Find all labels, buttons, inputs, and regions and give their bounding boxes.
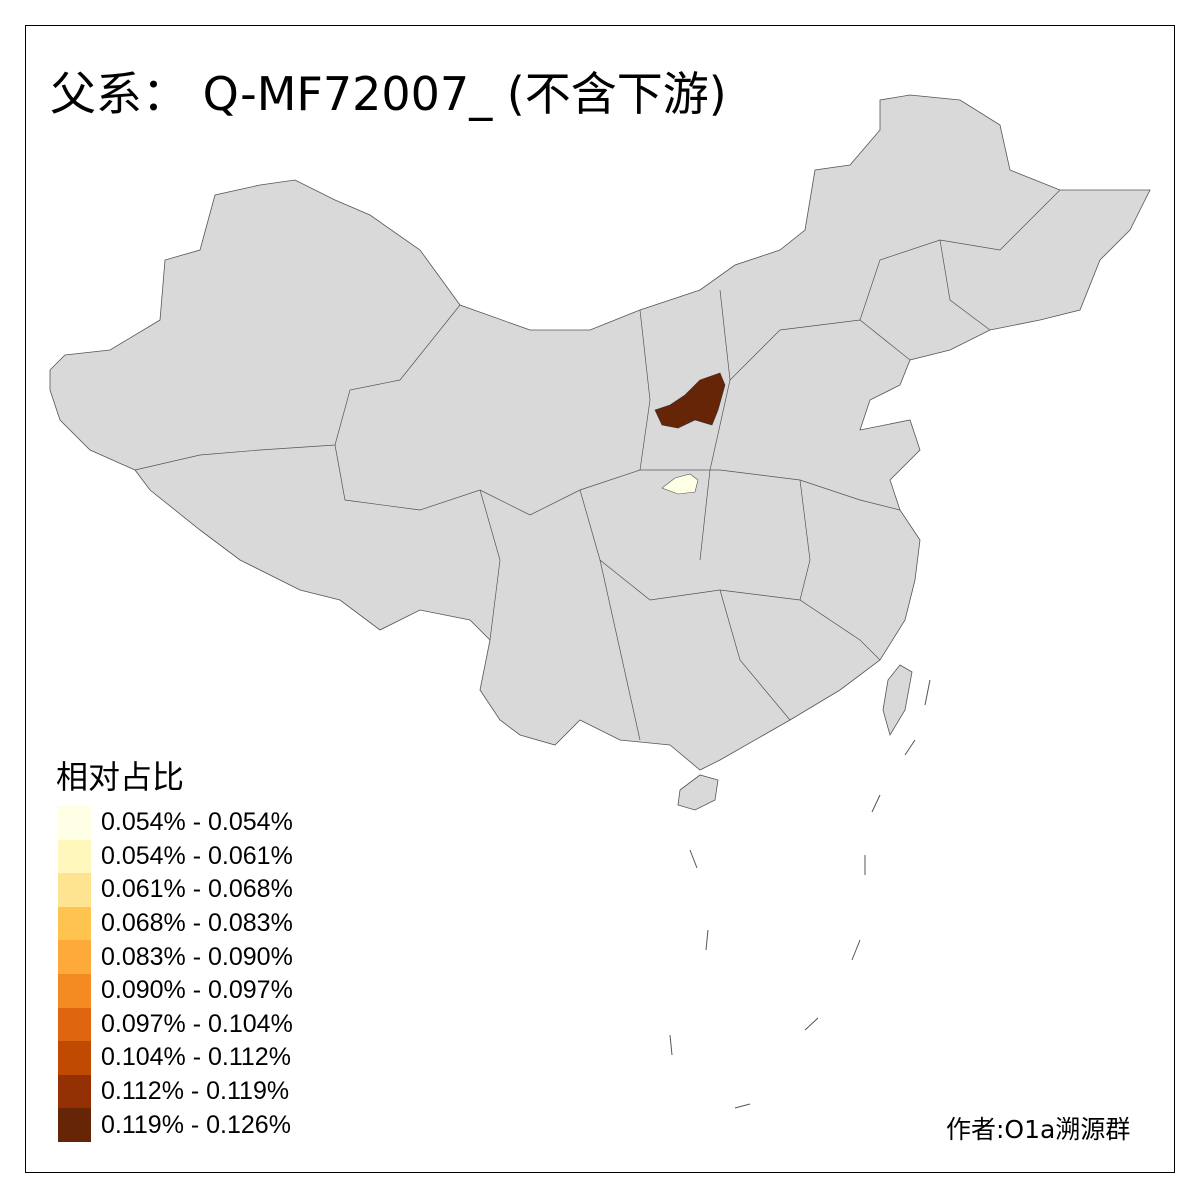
legend-swatch — [58, 906, 91, 941]
south-china-sea-islands — [669, 679, 931, 1109]
legend-label: 0.054% - 0.061% — [101, 841, 293, 870]
legend-item: 0.054% - 0.061% — [58, 839, 293, 874]
legend-title: 相对占比 — [56, 758, 185, 796]
legend-item: 0.054% - 0.054% — [58, 806, 293, 840]
map-frame — [25, 25, 1175, 1173]
legend-swatch — [58, 839, 91, 874]
legend-label: 0.083% - 0.090% — [101, 942, 293, 971]
legend-label: 0.054% - 0.054% — [101, 808, 293, 837]
legend-swatch — [58, 1041, 91, 1075]
legend-item: 0.090% - 0.097% — [58, 973, 293, 1008]
legend-label: 0.090% - 0.097% — [101, 976, 293, 1005]
legend-swatch — [58, 873, 91, 907]
province-borders — [134, 189, 1061, 741]
legend-item: 0.068% - 0.083% — [58, 906, 293, 941]
legend-label: 0.119% - 0.126% — [101, 1110, 291, 1139]
region-class-10 — [654, 372, 726, 429]
legend-label: 0.104% - 0.112% — [101, 1043, 291, 1072]
legend-swatch — [58, 1007, 91, 1042]
legend-item: 0.119% - 0.126% — [58, 1108, 293, 1142]
legend-label: 0.097% - 0.104% — [101, 1009, 293, 1038]
legend-swatch — [58, 1074, 91, 1109]
legend-label: 0.061% - 0.068% — [101, 875, 293, 904]
legend-item: 0.083% - 0.090% — [58, 940, 293, 974]
region-class-1 — [661, 473, 699, 495]
legend-label: 0.068% - 0.083% — [101, 909, 293, 938]
legend-item: 0.097% - 0.104% — [58, 1007, 293, 1042]
legend-swatch — [58, 940, 91, 974]
author-credit: 作者:O1a溯源群 — [946, 1115, 1131, 1144]
map-title: 父系： Q-MF72007_ (不含下游) — [50, 67, 727, 121]
legend-item: 0.061% - 0.068% — [58, 873, 293, 907]
legend-item: 0.112% - 0.119% — [58, 1074, 293, 1109]
legend-label: 0.112% - 0.119% — [101, 1077, 290, 1106]
legend-swatch — [58, 1108, 91, 1142]
china-mainland — [49, 94, 1151, 771]
legend-item: 0.104% - 0.112% — [58, 1041, 293, 1075]
taiwan-island — [882, 664, 913, 737]
hainan-island — [677, 774, 719, 811]
legend: 0.054% - 0.054% 0.054% - 0.061% 0.061% - 0… — [58, 806, 293, 1142]
legend-swatch — [58, 806, 91, 840]
legend-swatch — [58, 973, 91, 1008]
